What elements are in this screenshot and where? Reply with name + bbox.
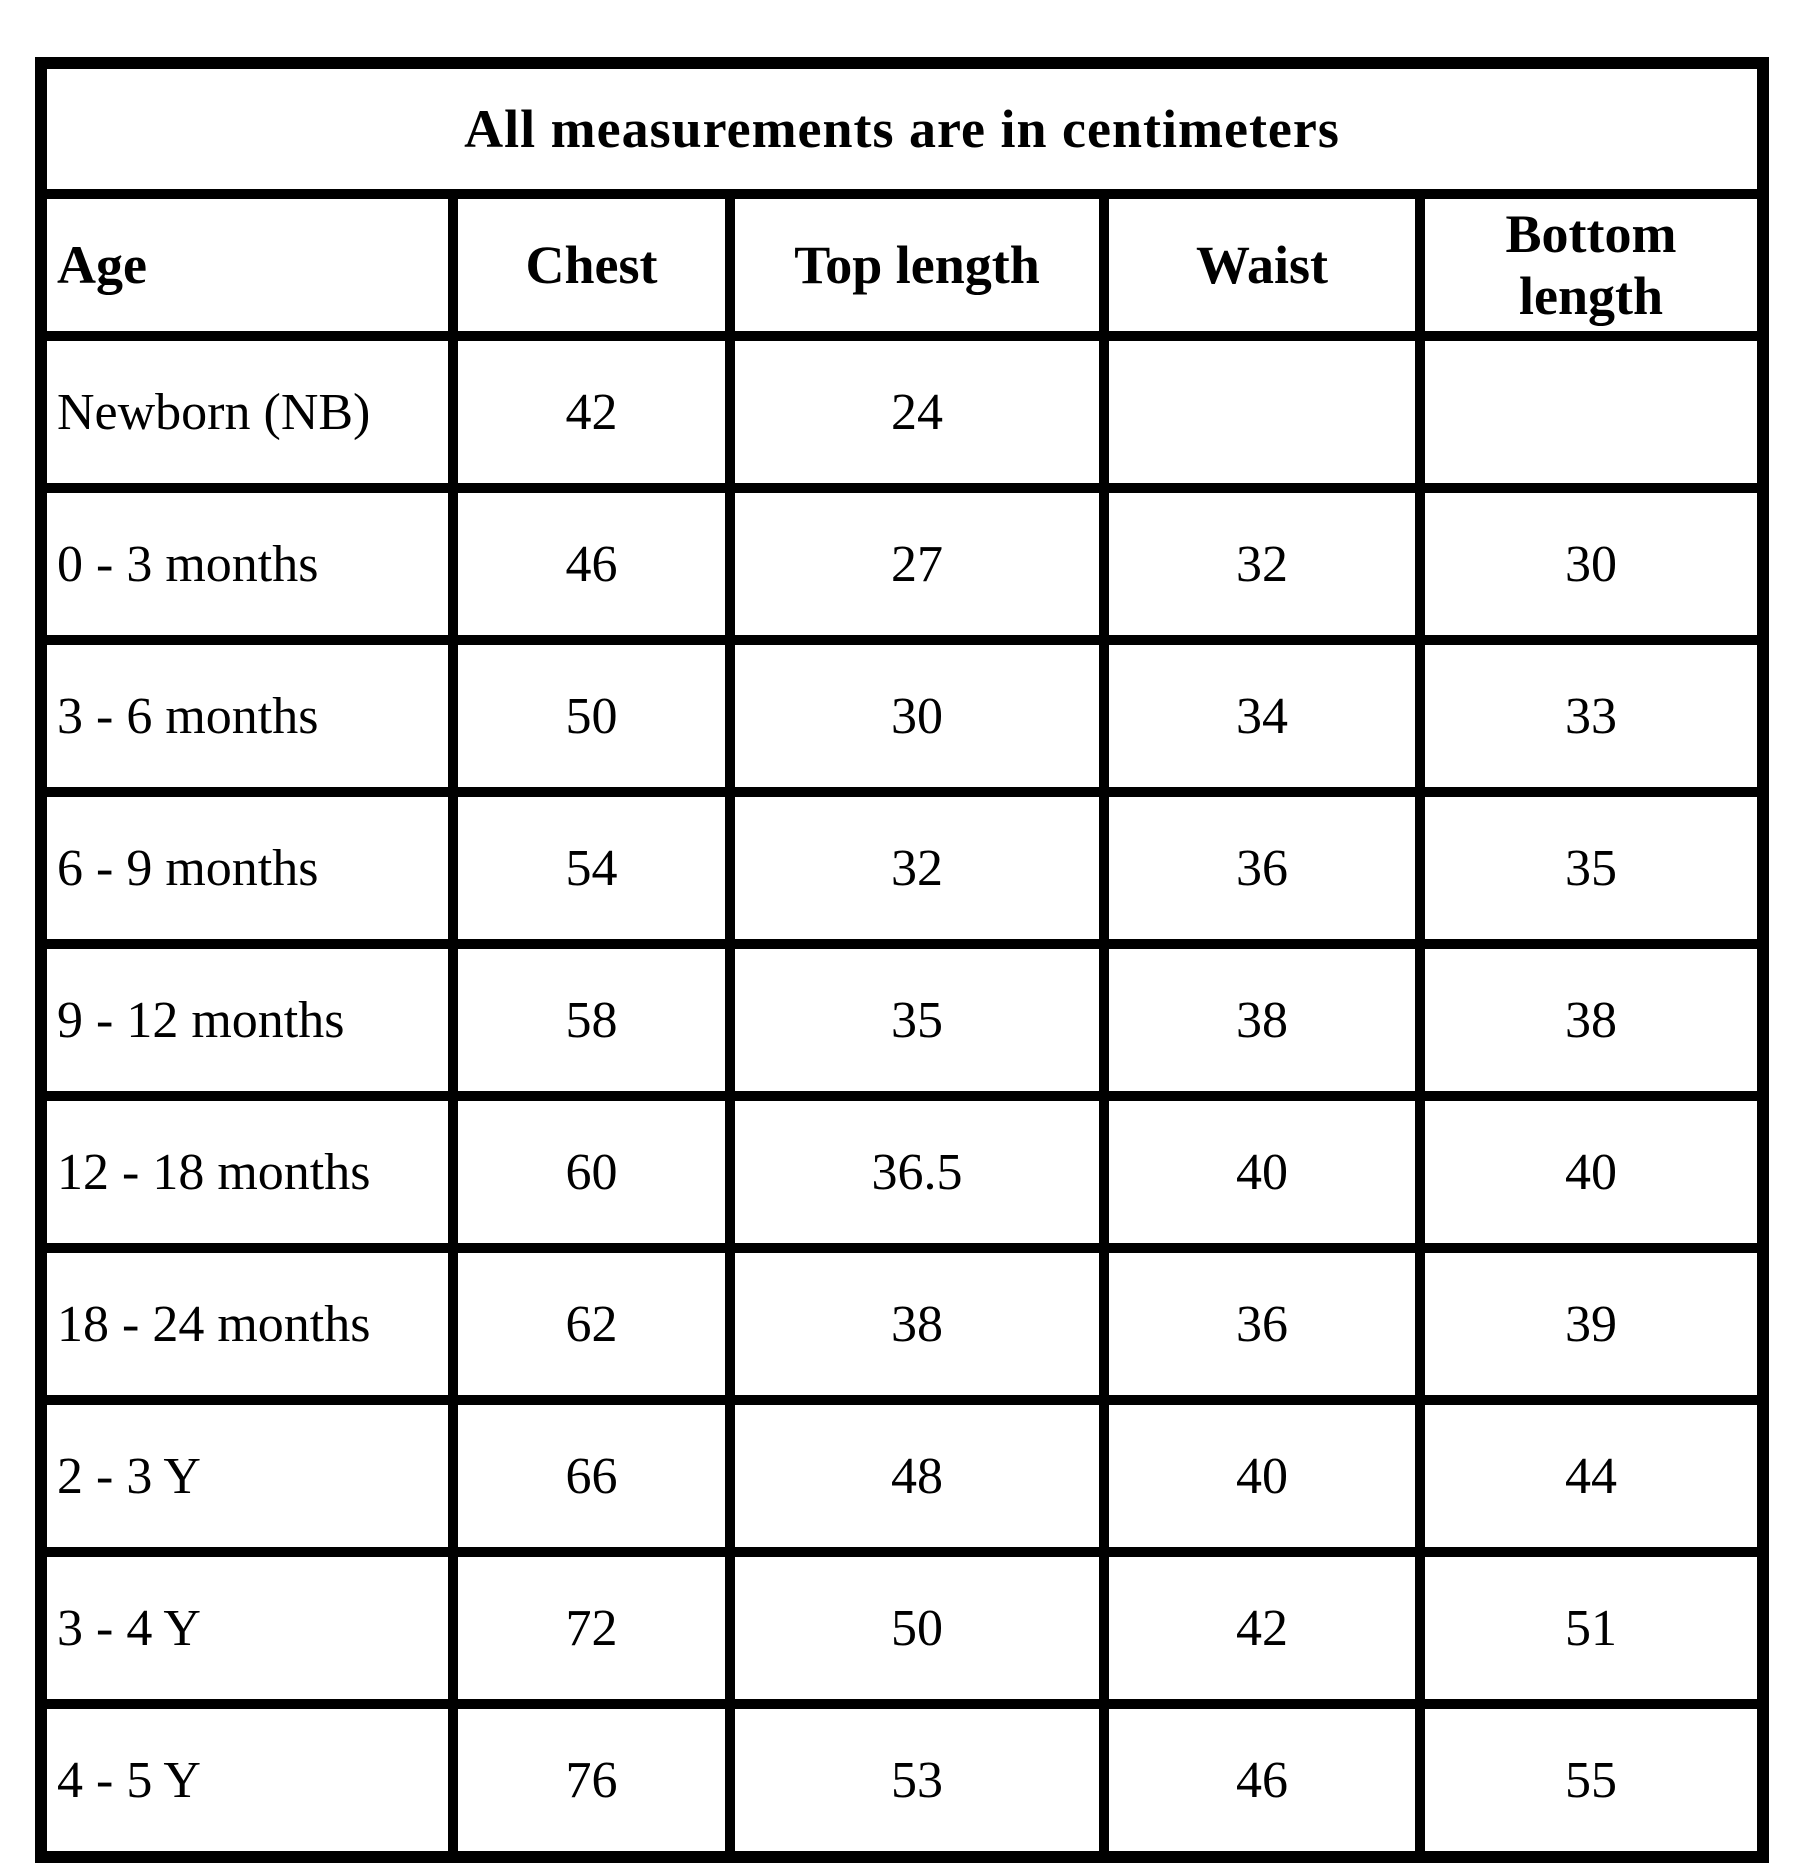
value-cell: 46 — [1099, 1699, 1425, 1862]
value-cell: 40 — [1099, 1395, 1425, 1557]
value-cell: 53 — [725, 1699, 1109, 1862]
table-row: 2 - 3 Y 66 48 40 44 — [36, 1395, 1769, 1557]
value-cell: 60 — [448, 1091, 735, 1253]
age-cell: 6 - 9 months — [36, 787, 458, 949]
age-cell: 2 - 3 Y — [36, 1395, 458, 1557]
value-cell: 44 — [1414, 1395, 1769, 1557]
value-cell: 34 — [1099, 635, 1425, 797]
table-row: 3 - 4 Y 72 50 42 51 — [36, 1547, 1769, 1709]
age-cell: 3 - 4 Y — [36, 1547, 458, 1709]
value-cell: 62 — [448, 1243, 735, 1405]
size-chart-table: All measurements are in centimeters Age C… — [35, 57, 1770, 1863]
value-cell: 42 — [1099, 1547, 1425, 1709]
value-cell: 36 — [1099, 1243, 1425, 1405]
column-header-age: Age — [36, 189, 458, 341]
table-body: Newborn (NB) 42 24 0 - 3 months 46 27 32 30 3 - … — [36, 331, 1769, 1862]
column-header-top-length: Top length — [725, 189, 1109, 341]
age-cell: 3 - 6 months — [36, 635, 458, 797]
value-cell: 50 — [448, 635, 735, 797]
value-cell: 35 — [1414, 787, 1769, 949]
value-cell: 54 — [448, 787, 735, 949]
value-cell: 55 — [1414, 1699, 1769, 1862]
age-cell: 4 - 5 Y — [36, 1699, 458, 1862]
value-cell: 39 — [1414, 1243, 1769, 1405]
age-cell: Newborn (NB) — [36, 331, 458, 493]
header-row: Age Chest Top length Waist Bottom length — [36, 189, 1769, 341]
value-cell: 36.5 — [725, 1091, 1109, 1253]
age-cell: 18 - 24 months — [36, 1243, 458, 1405]
value-cell: 46 — [448, 483, 735, 645]
value-cell — [1414, 331, 1769, 493]
value-cell: 42 — [448, 331, 735, 493]
title-row: All measurements are in centimeters — [35, 58, 1769, 199]
value-cell: 51 — [1414, 1547, 1769, 1709]
value-cell: 66 — [448, 1395, 735, 1557]
table-row: 4 - 5 Y 76 53 46 55 — [36, 1699, 1769, 1862]
value-cell: 50 — [725, 1547, 1109, 1709]
value-cell: 76 — [448, 1699, 735, 1862]
column-header-waist: Waist — [1099, 189, 1425, 341]
value-cell: 30 — [725, 635, 1109, 797]
table-row: 9 - 12 months 58 35 38 38 — [36, 939, 1769, 1101]
value-cell: 48 — [725, 1395, 1109, 1557]
value-cell: 40 — [1099, 1091, 1425, 1253]
table-row: 18 - 24 months 62 38 36 39 — [36, 1243, 1769, 1405]
value-cell: 35 — [725, 939, 1109, 1101]
age-cell: 0 - 3 months — [36, 483, 458, 645]
value-cell — [1099, 331, 1425, 493]
size-chart-container: All measurements are in centimeters Age C… — [35, 57, 1770, 1863]
age-cell: 9 - 12 months — [36, 939, 458, 1101]
table-row: 12 - 18 months 60 36.5 40 40 — [36, 1091, 1769, 1253]
value-cell: 24 — [725, 331, 1109, 493]
value-cell: 32 — [1099, 483, 1425, 645]
value-cell: 38 — [1414, 939, 1769, 1101]
value-cell: 58 — [448, 939, 735, 1101]
table-row: Newborn (NB) 42 24 — [36, 331, 1769, 493]
table-row: 3 - 6 months 50 30 34 33 — [36, 635, 1769, 797]
value-cell: 32 — [725, 787, 1109, 949]
value-cell: 38 — [725, 1243, 1109, 1405]
value-cell: 36 — [1099, 787, 1425, 949]
column-header-bottom-length: Bottom length — [1414, 189, 1769, 341]
value-cell: 38 — [1099, 939, 1425, 1101]
table-row: 6 - 9 months 54 32 36 35 — [36, 787, 1769, 949]
value-cell: 30 — [1414, 483, 1769, 645]
value-cell: 40 — [1414, 1091, 1769, 1253]
table-title: All measurements are in centimeters — [35, 58, 1769, 199]
table-row: 0 - 3 months 46 27 32 30 — [36, 483, 1769, 645]
value-cell: 33 — [1414, 635, 1769, 797]
column-header-chest: Chest — [448, 189, 735, 341]
value-cell: 72 — [448, 1547, 735, 1709]
age-cell: 12 - 18 months — [36, 1091, 458, 1253]
value-cell: 27 — [725, 483, 1109, 645]
